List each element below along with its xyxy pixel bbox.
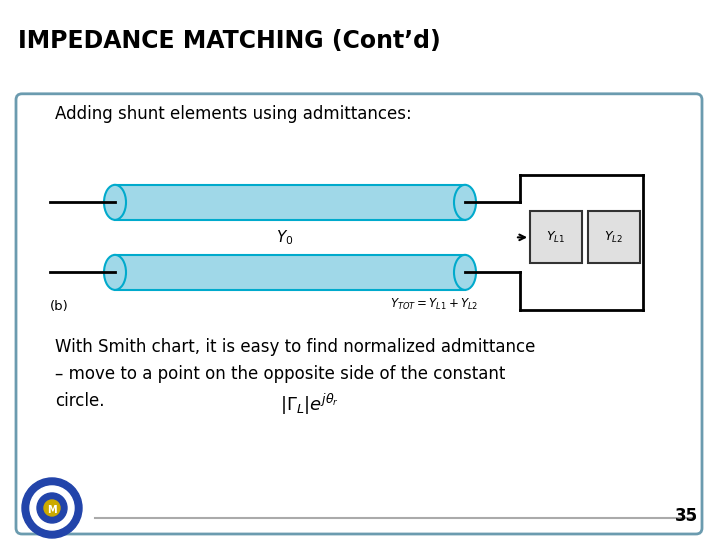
Text: Adding shunt elements using admittances:: Adding shunt elements using admittances:: [55, 105, 412, 123]
FancyBboxPatch shape: [115, 255, 465, 290]
Ellipse shape: [104, 185, 126, 220]
Text: $|\Gamma_L|e^{j\theta_r}$: $|\Gamma_L|e^{j\theta_r}$: [280, 392, 339, 417]
Circle shape: [30, 486, 74, 530]
Text: IMPEDANCE MATCHING (Cont’d): IMPEDANCE MATCHING (Cont’d): [18, 29, 441, 53]
Text: With Smith chart, it is easy to find normalized admittance: With Smith chart, it is easy to find nor…: [55, 338, 536, 356]
FancyBboxPatch shape: [16, 94, 702, 534]
Circle shape: [37, 493, 67, 523]
Text: (b): (b): [50, 300, 68, 313]
Text: 35: 35: [675, 507, 698, 525]
Text: $Y_0$: $Y_0$: [276, 228, 294, 247]
Text: $Y_{L2}$: $Y_{L2}$: [605, 230, 624, 245]
Text: – move to a point on the opposite side of the constant: – move to a point on the opposite side o…: [55, 365, 505, 383]
Text: $Y_{TOT} = Y_{L1} + Y_{L2}$: $Y_{TOT} = Y_{L1} + Y_{L2}$: [390, 297, 478, 312]
FancyBboxPatch shape: [588, 211, 640, 264]
FancyBboxPatch shape: [115, 185, 465, 220]
Ellipse shape: [454, 185, 476, 220]
Ellipse shape: [454, 255, 476, 290]
Ellipse shape: [104, 255, 126, 290]
Text: M: M: [48, 505, 57, 515]
Circle shape: [22, 478, 82, 538]
Text: $Y_{L1}$: $Y_{L1}$: [546, 230, 566, 245]
Circle shape: [44, 500, 60, 516]
FancyBboxPatch shape: [530, 211, 582, 264]
Text: circle.: circle.: [55, 392, 104, 410]
